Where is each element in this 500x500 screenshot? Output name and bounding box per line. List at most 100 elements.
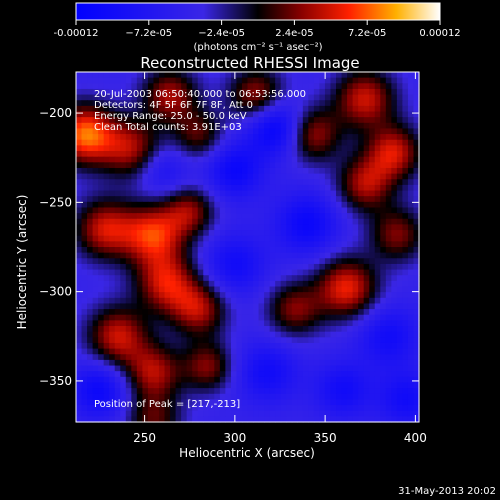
heatmap-cell	[186, 247, 193, 254]
heatmap-cell	[114, 247, 121, 254]
heatmap-cell	[308, 128, 315, 135]
heatmap-cell	[208, 184, 215, 192]
heatmap-cell	[225, 241, 232, 248]
heatmap-cell	[280, 326, 287, 333]
heatmap-cell	[230, 151, 238, 158]
heatmap-cell	[131, 224, 138, 231]
heatmap-cell	[302, 100, 309, 107]
heatmap-cell	[203, 297, 210, 305]
heatmap-cell	[391, 269, 398, 276]
heatmap-cell	[197, 416, 204, 423]
heatmap-cell	[363, 263, 370, 271]
heatmap-cell	[186, 365, 193, 372]
heatmap-cell	[170, 213, 177, 220]
heatmap-cell	[76, 326, 83, 333]
heatmap-cell	[330, 376, 337, 384]
heatmap-cell	[407, 139, 415, 146]
heatmap-cell	[269, 359, 276, 367]
heatmap-cell	[225, 320, 232, 327]
heatmap-cell	[208, 410, 215, 417]
heatmap-cell	[253, 111, 260, 118]
heatmap-cell	[197, 72, 204, 79]
heatmap-cell	[352, 337, 359, 344]
heatmap-cell	[164, 122, 171, 130]
heatmap-cell	[136, 337, 143, 344]
heatmap-cell	[230, 207, 238, 214]
heatmap-cell	[109, 337, 116, 344]
heatmap-cell	[352, 134, 359, 141]
heatmap-cell	[374, 326, 381, 333]
heatmap-cell	[324, 230, 332, 237]
heatmap-cell	[87, 348, 94, 355]
heatmap-cell	[330, 263, 337, 271]
heatmap-cell	[92, 365, 99, 372]
heatmap-cell	[313, 410, 321, 417]
heatmap-cell	[302, 117, 309, 124]
heatmap-cell	[147, 376, 155, 384]
heatmap-cell	[391, 354, 398, 361]
heatmap-cell	[330, 145, 337, 152]
heatmap-cell	[330, 162, 337, 169]
heatmap-cell	[120, 399, 127, 406]
heatmap-cell	[158, 275, 166, 282]
heatmap-cell	[258, 128, 265, 135]
heatmap-cell	[258, 151, 265, 158]
heatmap-cell	[308, 326, 315, 333]
heatmap-cell	[336, 88, 343, 96]
heatmap-cell	[308, 139, 315, 146]
heatmap-cell	[158, 252, 166, 259]
heatmap-cell	[241, 410, 249, 417]
heatmap-cell	[158, 151, 166, 158]
heatmap-cell	[142, 399, 149, 406]
heatmap-cell	[253, 122, 260, 130]
heatmap-cell	[197, 134, 204, 141]
heatmap-cell	[131, 275, 138, 282]
heatmap-cell	[175, 354, 182, 361]
heatmap-cell	[103, 399, 110, 406]
heatmap-cell	[109, 151, 116, 158]
heatmap-cell	[291, 207, 298, 214]
heatmap-cell	[197, 320, 204, 327]
heatmap-cell	[402, 297, 409, 305]
heatmap-cell	[324, 292, 332, 299]
heatmap-cell	[136, 342, 143, 350]
heatmap-cell	[153, 83, 160, 90]
heatmap-cell	[236, 410, 243, 417]
heatmap-cell	[170, 399, 177, 406]
heatmap-cell	[253, 201, 260, 209]
heatmap-cell	[363, 230, 370, 237]
heatmap-cell	[197, 405, 204, 412]
heatmap-cell	[120, 105, 127, 113]
heatmap-cell	[402, 230, 409, 237]
heatmap-cell	[147, 224, 155, 231]
heatmap-cell	[280, 297, 287, 305]
heatmap-cell	[186, 269, 193, 276]
heatmap-cell	[291, 122, 298, 130]
heatmap-cell	[103, 376, 110, 384]
heatmap-cell	[363, 371, 370, 378]
heatmap-cell	[258, 201, 265, 209]
heatmap-cell	[352, 286, 359, 293]
heatmap-cell	[114, 280, 121, 288]
heatmap-cell	[136, 348, 143, 355]
heatmap-cell	[230, 230, 238, 237]
heatmap-cell	[98, 207, 105, 214]
heatmap-cell	[175, 275, 182, 282]
heatmap-cell	[164, 326, 171, 333]
heatmap-cell	[109, 275, 116, 282]
heatmap-cell	[358, 230, 365, 237]
heatmap-cell	[103, 88, 110, 96]
heatmap-cell	[214, 235, 221, 242]
heatmap-cell	[81, 156, 88, 163]
heatmap-cell	[170, 162, 177, 169]
heatmap-cell	[291, 128, 298, 135]
heatmap-cell	[203, 196, 210, 203]
heatmap-cell	[330, 156, 337, 163]
heatmap-cell	[125, 235, 132, 242]
heatmap-cell	[264, 145, 271, 152]
heatmap-cell	[302, 258, 309, 265]
heatmap-cell	[347, 213, 354, 220]
heatmap-cell	[109, 162, 116, 169]
heatmap-cell	[109, 94, 116, 101]
heatmap-cell	[275, 207, 282, 214]
